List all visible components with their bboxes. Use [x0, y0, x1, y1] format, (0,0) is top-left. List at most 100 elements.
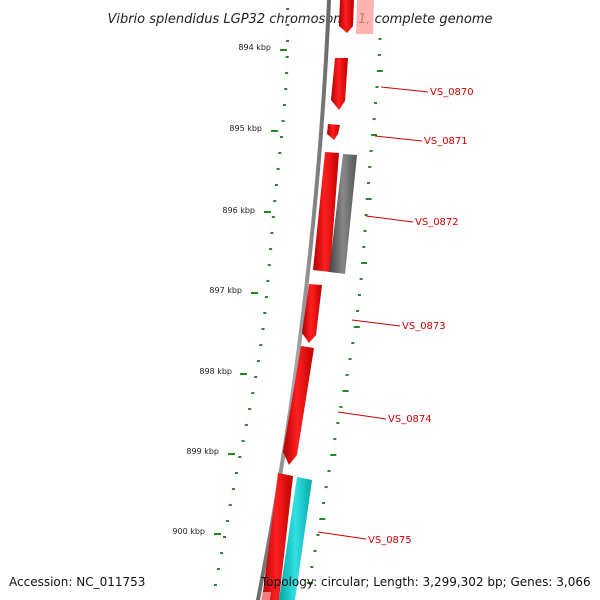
cds-feature-faded[interactable] — [261, 592, 271, 600]
gc-dot — [286, 8, 290, 10]
gc-dot — [284, 88, 288, 90]
scale-tick — [264, 211, 271, 213]
gc-dot — [324, 486, 328, 488]
gc-dot — [264, 296, 268, 298]
gc-dot — [336, 422, 340, 424]
leader-line — [380, 86, 429, 93]
gc-dot — [267, 264, 271, 266]
gc-dot — [235, 472, 238, 474]
gc-dot — [339, 406, 343, 408]
gc-dot — [269, 248, 273, 250]
scale-tick — [228, 453, 235, 455]
gc-dot — [261, 328, 265, 330]
gene-label-vs0870[interactable]: VS_0870 — [430, 87, 474, 98]
gc-dot — [366, 182, 370, 184]
cds-feature-vs0871[interactable] — [327, 124, 340, 140]
gc-dot — [306, 582, 313, 584]
scale-tick — [280, 49, 287, 51]
gc-dot — [361, 262, 368, 264]
gc-dot — [330, 454, 337, 456]
gc-dot — [228, 504, 232, 506]
gc-dot — [376, 70, 383, 72]
gc-dot — [371, 134, 378, 136]
gc-dot — [285, 56, 289, 58]
gc-dot — [286, 40, 290, 42]
gc-dot — [263, 312, 267, 314]
gc-dot — [351, 342, 355, 344]
gc-dot — [345, 374, 349, 376]
gc-dot — [259, 344, 263, 346]
gc-dot — [238, 456, 242, 458]
gc-dot — [273, 200, 277, 202]
cds-feature-vs0870[interactable] — [331, 58, 348, 110]
gene-label-vs0874[interactable]: VS_0874 — [388, 414, 432, 425]
topology-text: Topology: circular; Length: 3,299,302 bp… — [261, 575, 591, 589]
gc-dot — [342, 390, 349, 392]
cds-feature-vs0875[interactable] — [262, 473, 293, 600]
gc-dot — [333, 438, 337, 440]
scale-tick — [271, 130, 278, 132]
gene-feature-vs0872[interactable] — [329, 154, 357, 274]
accession-text: Accession: NC_011753 — [9, 575, 146, 589]
gc-dot — [363, 230, 367, 232]
gc-dot — [283, 104, 286, 106]
gc-dot — [310, 566, 314, 568]
gene-label-vs0871[interactable]: VS_0871 — [424, 136, 468, 147]
gc-dot — [372, 118, 376, 120]
scale-tick — [240, 373, 247, 375]
gc-dot — [276, 168, 280, 170]
rna-feature-vs0875[interactable] — [279, 477, 312, 600]
gc-dot — [364, 214, 368, 216]
cds-feature-faded[interactable] — [356, 0, 374, 34]
scale-label-900: 900 kbp — [172, 527, 205, 536]
cds-feature-vs0874[interactable] — [283, 346, 314, 465]
gc-dot — [274, 184, 278, 186]
gc-dot — [213, 584, 217, 586]
gc-dot — [327, 470, 331, 472]
gc-dot — [248, 408, 252, 410]
gc-dot — [254, 376, 258, 378]
leader-line — [351, 319, 401, 327]
gc-dot — [359, 278, 363, 280]
gc-dot — [316, 534, 320, 536]
scale-label-894: 894 kbp — [238, 43, 271, 52]
gc-dot — [217, 568, 220, 570]
gc-dot — [251, 392, 255, 394]
gene-label-vs0872[interactable]: VS_0872 — [415, 217, 459, 228]
gene-label-vs0875[interactable]: VS_0875 — [368, 535, 412, 546]
gc-dot — [356, 310, 359, 312]
gc-dot — [353, 326, 360, 328]
gc-dot — [280, 136, 283, 138]
leader-line — [365, 215, 414, 223]
gc-skew-track — [213, 8, 383, 586]
cds-feature[interactable] — [339, 0, 354, 33]
scale-label-899: 899 kbp — [186, 447, 219, 456]
scale-label-895: 895 kbp — [229, 124, 262, 133]
gc-dot — [368, 166, 372, 168]
scale-track: 894 kbp 895 kbp 896 kbp 897 kbp 898 kbp … — [172, 43, 287, 536]
gc-dot — [374, 102, 378, 104]
cds-feature-vs0873[interactable] — [302, 284, 322, 343]
gc-dot — [281, 120, 285, 122]
gc-dot — [270, 232, 274, 234]
scale-label-897: 897 kbp — [209, 286, 242, 295]
gc-dot — [369, 150, 373, 152]
leader-line — [337, 411, 387, 420]
gc-dot — [348, 358, 352, 360]
cds-feature-vs0872[interactable] — [313, 152, 339, 272]
scale-tick — [214, 533, 221, 535]
gene-label-vs0873[interactable]: VS_0873 — [402, 321, 446, 332]
gc-dot — [271, 216, 275, 218]
gc-dot — [375, 86, 379, 88]
gc-dot — [285, 72, 289, 74]
gc-dot — [357, 294, 361, 296]
gc-dot — [241, 440, 245, 442]
gc-dot — [362, 246, 366, 248]
gc-dot — [256, 360, 260, 362]
gc-dot — [231, 488, 235, 490]
scale-label-898: 898 kbp — [199, 367, 232, 376]
gc-dot — [319, 518, 326, 520]
gc-dot — [322, 502, 325, 504]
leader-line — [317, 531, 367, 540]
